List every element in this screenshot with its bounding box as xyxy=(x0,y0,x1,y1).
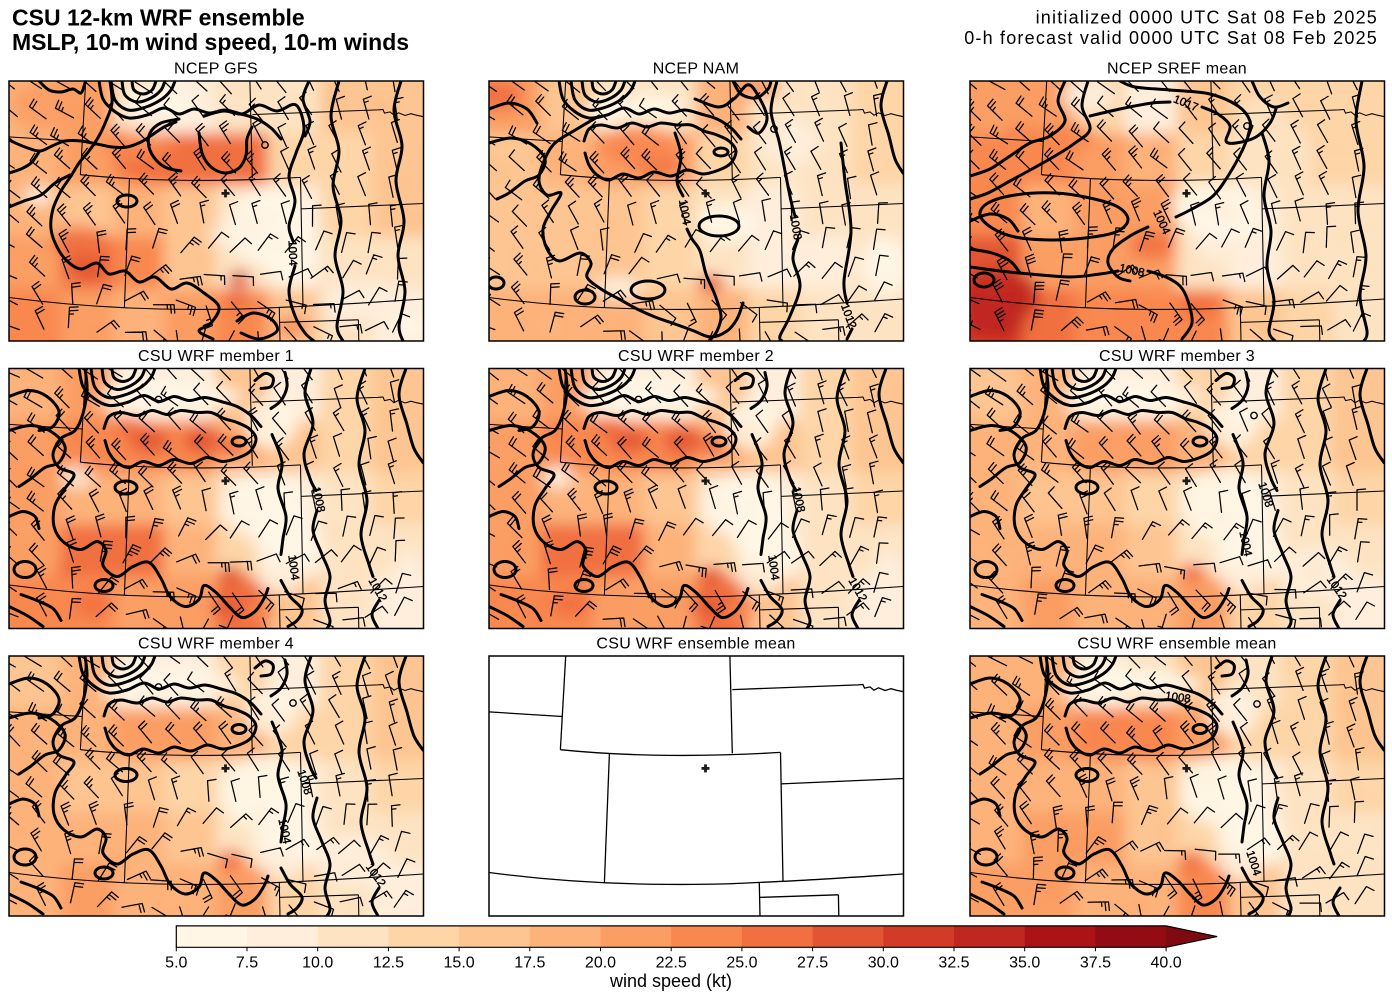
svg-text:7.5: 7.5 xyxy=(236,955,258,972)
svg-text:1008: 1008 xyxy=(789,486,806,514)
svg-text:CSU WRF member 1: CSU WRF member 1 xyxy=(138,348,294,365)
svg-text:NCEP GFS: NCEP GFS xyxy=(174,61,258,78)
svg-text:CSU WRF member 2: CSU WRF member 2 xyxy=(618,348,774,365)
svg-text:CSU WRF ensemble mean: CSU WRF ensemble mean xyxy=(596,636,795,653)
svg-text:35.0: 35.0 xyxy=(1009,955,1040,972)
svg-text:MSLP, 10-m wind speed, 10-m wi: MSLP, 10-m wind speed, 10-m winds xyxy=(12,29,409,55)
svg-text:1004: 1004 xyxy=(1236,530,1253,558)
svg-text:10.0: 10.0 xyxy=(302,955,333,972)
svg-text:NCEP NAM: NCEP NAM xyxy=(653,61,740,78)
svg-text:1008: 1008 xyxy=(787,214,803,241)
svg-text:1004: 1004 xyxy=(765,554,781,582)
svg-text:25.0: 25.0 xyxy=(726,955,757,972)
svg-text:20.0: 20.0 xyxy=(585,955,616,972)
svg-text:12.5: 12.5 xyxy=(373,955,404,972)
svg-text:30.0: 30.0 xyxy=(868,955,899,972)
svg-text:1008: 1008 xyxy=(1118,262,1146,279)
svg-text:CSU 12-km WRF ensemble: CSU 12-km WRF ensemble xyxy=(12,5,305,31)
svg-text:37.5: 37.5 xyxy=(1080,955,1111,972)
svg-text:wind speed (kt): wind speed (kt) xyxy=(609,971,732,991)
svg-text:1004: 1004 xyxy=(285,554,301,582)
svg-text:CSU WRF member 3: CSU WRF member 3 xyxy=(1099,348,1255,365)
svg-text:32.5: 32.5 xyxy=(938,955,969,972)
svg-text:1008: 1008 xyxy=(309,486,326,514)
svg-text:5.0: 5.0 xyxy=(165,955,187,972)
svg-text:1008: 1008 xyxy=(1164,690,1191,705)
svg-text:15.0: 15.0 xyxy=(444,955,475,972)
svg-text:27.5: 27.5 xyxy=(797,955,828,972)
svg-text:0-h forecast valid 0000 UTC Sa: 0-h forecast valid 0000 UTC Sat 08 Feb 2… xyxy=(964,28,1378,48)
svg-text:1004: 1004 xyxy=(286,240,299,267)
svg-text:CSU WRF ensemble mean: CSU WRF ensemble mean xyxy=(1077,636,1276,653)
svg-text:17.5: 17.5 xyxy=(514,955,545,972)
svg-text:40.0: 40.0 xyxy=(1151,955,1182,972)
svg-text:CSU WRF member 4: CSU WRF member 4 xyxy=(138,636,294,653)
svg-text:1004: 1004 xyxy=(275,817,292,845)
svg-text:initialized 0000 UTC Sat 08 Fe: initialized 0000 UTC Sat 08 Feb 2025 xyxy=(1036,8,1378,28)
svg-text:1004: 1004 xyxy=(676,199,692,227)
svg-text:22.5: 22.5 xyxy=(656,955,687,972)
svg-text:NCEP SREF mean: NCEP SREF mean xyxy=(1107,61,1247,78)
